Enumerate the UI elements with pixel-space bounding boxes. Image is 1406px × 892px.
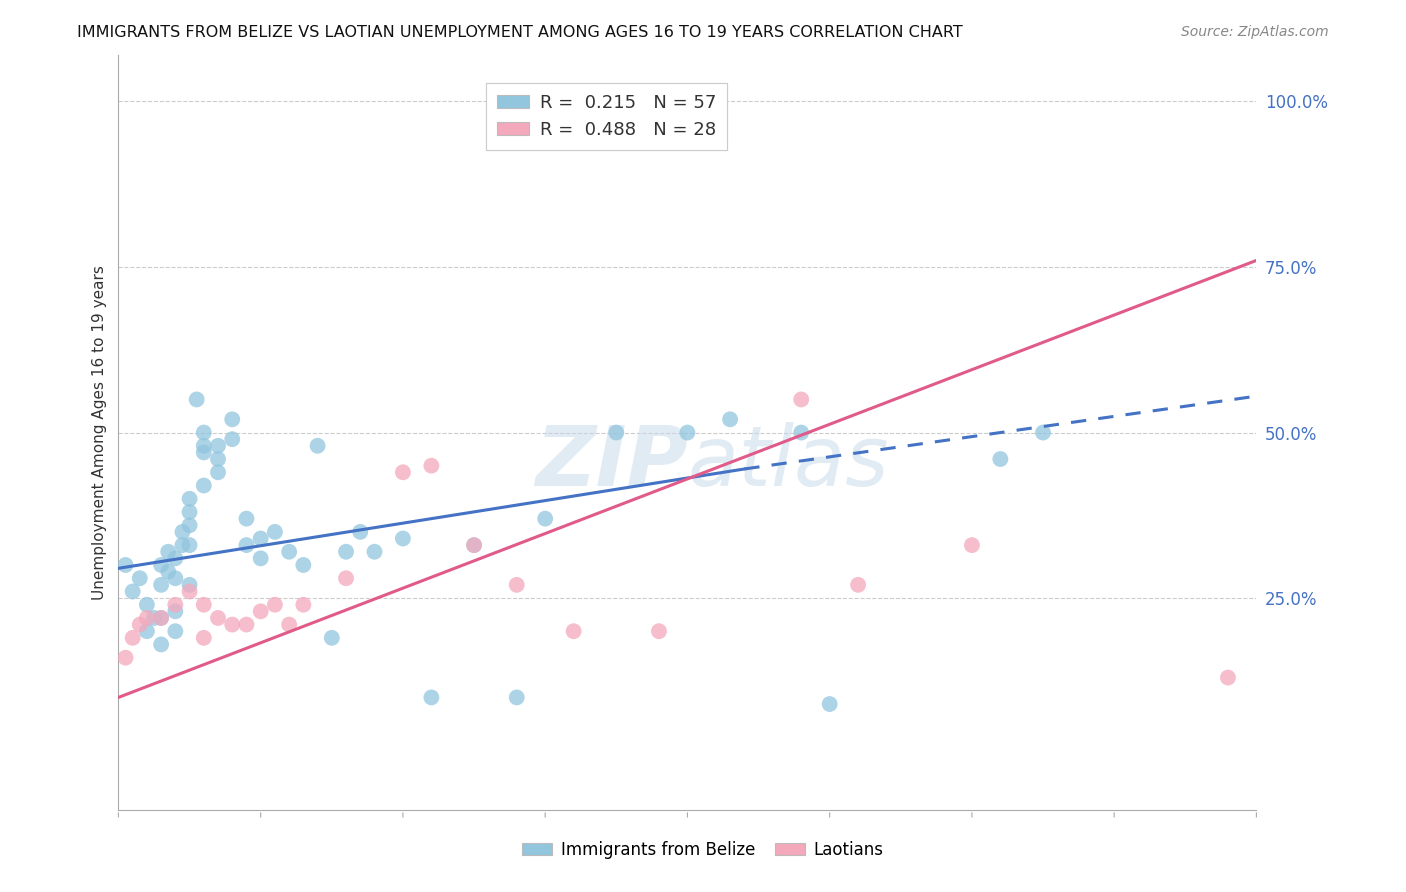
Point — [143, 611, 166, 625]
Point — [235, 538, 257, 552]
Point — [165, 551, 187, 566]
Point — [321, 631, 343, 645]
Point — [150, 578, 173, 592]
Point — [335, 545, 357, 559]
Point — [363, 545, 385, 559]
Point — [506, 690, 529, 705]
Point — [121, 584, 143, 599]
Point — [278, 617, 301, 632]
Point — [186, 392, 208, 407]
Point — [135, 624, 157, 639]
Legend: Immigrants from Belize, Laotians: Immigrants from Belize, Laotians — [516, 835, 890, 866]
Point — [207, 439, 229, 453]
Text: ZIP: ZIP — [534, 422, 688, 503]
Point — [193, 445, 215, 459]
Text: IMMIGRANTS FROM BELIZE VS LAOTIAN UNEMPLOYMENT AMONG AGES 16 TO 19 YEARS CORRELA: IMMIGRANTS FROM BELIZE VS LAOTIAN UNEMPL… — [77, 25, 963, 40]
Point — [193, 631, 215, 645]
Point — [235, 617, 257, 632]
Point — [207, 452, 229, 467]
Point — [221, 412, 243, 426]
Point — [235, 511, 257, 525]
Y-axis label: Unemployment Among Ages 16 to 19 years: Unemployment Among Ages 16 to 19 years — [93, 265, 107, 600]
Point — [179, 538, 201, 552]
Point — [420, 458, 443, 473]
Point — [193, 598, 215, 612]
Point — [128, 617, 150, 632]
Point — [718, 412, 741, 426]
Point — [179, 578, 201, 592]
Point — [818, 697, 841, 711]
Point — [157, 545, 180, 559]
Point — [960, 538, 983, 552]
Point — [249, 604, 271, 618]
Point — [179, 518, 201, 533]
Point — [420, 690, 443, 705]
Point — [179, 584, 201, 599]
Point — [790, 392, 813, 407]
Point — [150, 637, 173, 651]
Text: Source: ZipAtlas.com: Source: ZipAtlas.com — [1181, 25, 1329, 39]
Point — [157, 565, 180, 579]
Point — [676, 425, 699, 440]
Point — [165, 598, 187, 612]
Point — [150, 611, 173, 625]
Legend: R =  0.215   N = 57, R =  0.488   N = 28: R = 0.215 N = 57, R = 0.488 N = 28 — [486, 83, 727, 150]
Point — [121, 631, 143, 645]
Point — [193, 439, 215, 453]
Text: atlas: atlas — [688, 422, 889, 503]
Point — [292, 558, 315, 572]
Point — [249, 551, 271, 566]
Point — [335, 571, 357, 585]
Point — [605, 425, 627, 440]
Point — [1216, 671, 1239, 685]
Point — [193, 478, 215, 492]
Point — [349, 524, 371, 539]
Point — [264, 524, 287, 539]
Point — [165, 571, 187, 585]
Point — [114, 650, 136, 665]
Point — [846, 578, 869, 592]
Point — [128, 571, 150, 585]
Point — [534, 511, 557, 525]
Point — [307, 439, 329, 453]
Point — [207, 611, 229, 625]
Point — [165, 624, 187, 639]
Point — [193, 425, 215, 440]
Point — [172, 538, 194, 552]
Point — [179, 491, 201, 506]
Point — [506, 578, 529, 592]
Point — [1032, 425, 1054, 440]
Point — [114, 558, 136, 572]
Point — [207, 465, 229, 479]
Point — [221, 617, 243, 632]
Point — [648, 624, 671, 639]
Point — [562, 624, 585, 639]
Point — [278, 545, 301, 559]
Point — [392, 532, 415, 546]
Point — [249, 532, 271, 546]
Point — [463, 538, 485, 552]
Point — [221, 432, 243, 446]
Point — [135, 611, 157, 625]
Point — [179, 505, 201, 519]
Point — [150, 611, 173, 625]
Point — [165, 604, 187, 618]
Point — [264, 598, 287, 612]
Point — [150, 558, 173, 572]
Point — [790, 425, 813, 440]
Point — [135, 598, 157, 612]
Point — [172, 524, 194, 539]
Point — [292, 598, 315, 612]
Point — [463, 538, 485, 552]
Point — [988, 452, 1011, 467]
Point — [392, 465, 415, 479]
